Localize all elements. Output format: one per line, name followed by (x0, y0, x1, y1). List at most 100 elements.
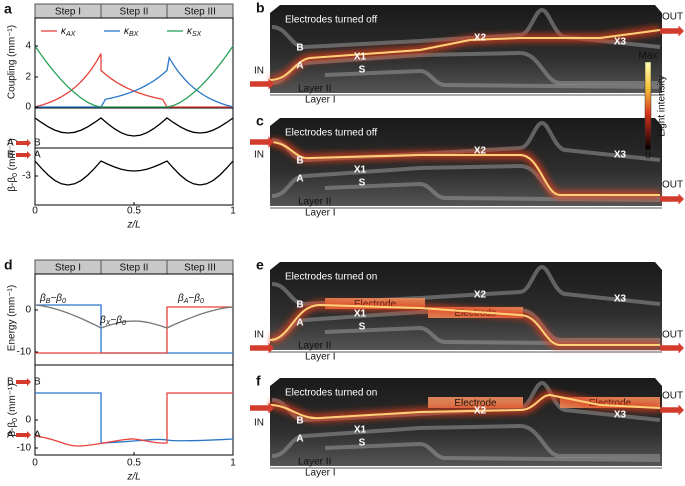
curve-annotation-part: −β (188, 293, 200, 304)
step-label: Step I (55, 263, 81, 274)
y-axis-label-part: 0 (12, 418, 19, 422)
curve-annotation-part: X (105, 320, 111, 327)
waveguide (324, 181, 661, 202)
panel-title: Electrodes turned off (285, 128, 377, 139)
waveguide-label: X1 (354, 52, 367, 63)
legend-entry-part: κ (187, 26, 193, 37)
legend-entry-part: κ (61, 26, 67, 37)
in-label: IN (254, 418, 264, 429)
arrow (660, 342, 684, 354)
device (270, 262, 662, 350)
y-axis-label-part: β-β (7, 422, 18, 437)
waveguide-label: B (296, 300, 303, 311)
panel-label: e (256, 257, 264, 273)
arrow (16, 151, 31, 159)
waveguide (324, 441, 661, 462)
arrow (660, 193, 684, 205)
layer-label: Layer I (305, 468, 336, 479)
y-axis-label: Coupling (mm⁻¹) (7, 25, 18, 99)
device (270, 118, 662, 206)
waveguide-label: X2 (474, 290, 487, 301)
step-label: Step I (55, 7, 81, 18)
curve-annotation: βA−β0 (177, 293, 204, 306)
out-label: OUT (662, 391, 683, 402)
waveguide (324, 68, 661, 89)
y-axis-label-part: (mm⁻¹) (7, 383, 18, 418)
panel-title: Electrodes turned off (285, 15, 377, 26)
waveguide (271, 7, 661, 50)
state: B (34, 138, 41, 149)
waveguide (271, 264, 661, 307)
curve-annotation: βX−β0 (99, 315, 126, 328)
in-label: IN (254, 150, 264, 161)
panel-label: b (256, 0, 265, 16)
waveguide-label: X1 (354, 425, 367, 436)
arrow (250, 136, 274, 148)
step-label: Step III (184, 7, 216, 18)
arrow (250, 342, 274, 354)
light-core (269, 393, 661, 420)
legend-entry-part: SX (192, 31, 202, 38)
y-tick-label: 0 (25, 305, 31, 316)
x-axis-label: z/L (126, 220, 140, 231)
curve-annotation-part: −β (110, 315, 122, 326)
y-tick-label: -10 (17, 443, 32, 454)
waveguide-label: X1 (354, 165, 367, 176)
waveguide-label: X2 (474, 406, 487, 417)
arrow (250, 78, 274, 90)
x-tick-label: 0 (32, 458, 38, 469)
layer-label: Layer I (305, 95, 336, 106)
arrow (250, 402, 274, 414)
y-tick-label: -3 (22, 171, 31, 182)
step-label: Step II (120, 263, 149, 274)
x-tick-label: 0 (32, 206, 38, 217)
panel-label: a (4, 1, 12, 17)
electrode (428, 397, 523, 408)
step-label: Step III (184, 263, 216, 274)
x-tick-label: 1 (230, 458, 236, 469)
arrow (16, 378, 31, 386)
waveguide-label: B (296, 43, 303, 54)
state: A (34, 430, 41, 441)
colorbar-min: 0 (645, 151, 651, 162)
legend-entry: κSX (187, 26, 202, 39)
energy-x (34, 304, 234, 329)
layer-label: Layer I (305, 352, 336, 363)
state: B (34, 377, 41, 388)
y-tick-label: 0 (25, 102, 31, 113)
legend-entry: κAX (61, 26, 76, 39)
arrow (16, 139, 31, 147)
y-tick-label: 0 (25, 415, 31, 426)
arrow (660, 25, 684, 37)
beta-b (35, 392, 234, 444)
plot-frame (34, 107, 234, 206)
curve-annotation-part: 0 (62, 298, 66, 305)
waveguide-label: X3 (614, 410, 627, 421)
legend-entry-part: AX (65, 31, 76, 38)
curve-annotation-part: −β (50, 293, 62, 304)
out-label: OUT (662, 12, 683, 23)
light-core (269, 29, 661, 81)
waveguide (324, 325, 661, 346)
waveguide-label: X2 (474, 146, 487, 157)
kappa-sx (34, 45, 234, 108)
colorbar-label: Light intensity (657, 75, 668, 136)
out-label: OUT (662, 180, 683, 191)
out-label: OUT (662, 330, 683, 341)
waveguide-label: A (296, 61, 303, 72)
curve-annotation-part: β (99, 315, 106, 326)
device (270, 5, 662, 93)
step-label: Step II (120, 7, 149, 18)
waveguide-label: S (359, 178, 366, 189)
curve-annotation-part: 0 (122, 320, 126, 327)
waveguide-label: A (296, 174, 303, 185)
beta-a (34, 392, 233, 447)
kappa-ax (34, 53, 233, 108)
y-tick-label: 4 (25, 41, 31, 52)
layer-label: Layer II (298, 341, 331, 352)
state: A (7, 430, 14, 441)
curve-annotation-part: β (39, 293, 46, 304)
waveguide-label: X2 (474, 33, 487, 44)
beta-upper (34, 117, 234, 137)
